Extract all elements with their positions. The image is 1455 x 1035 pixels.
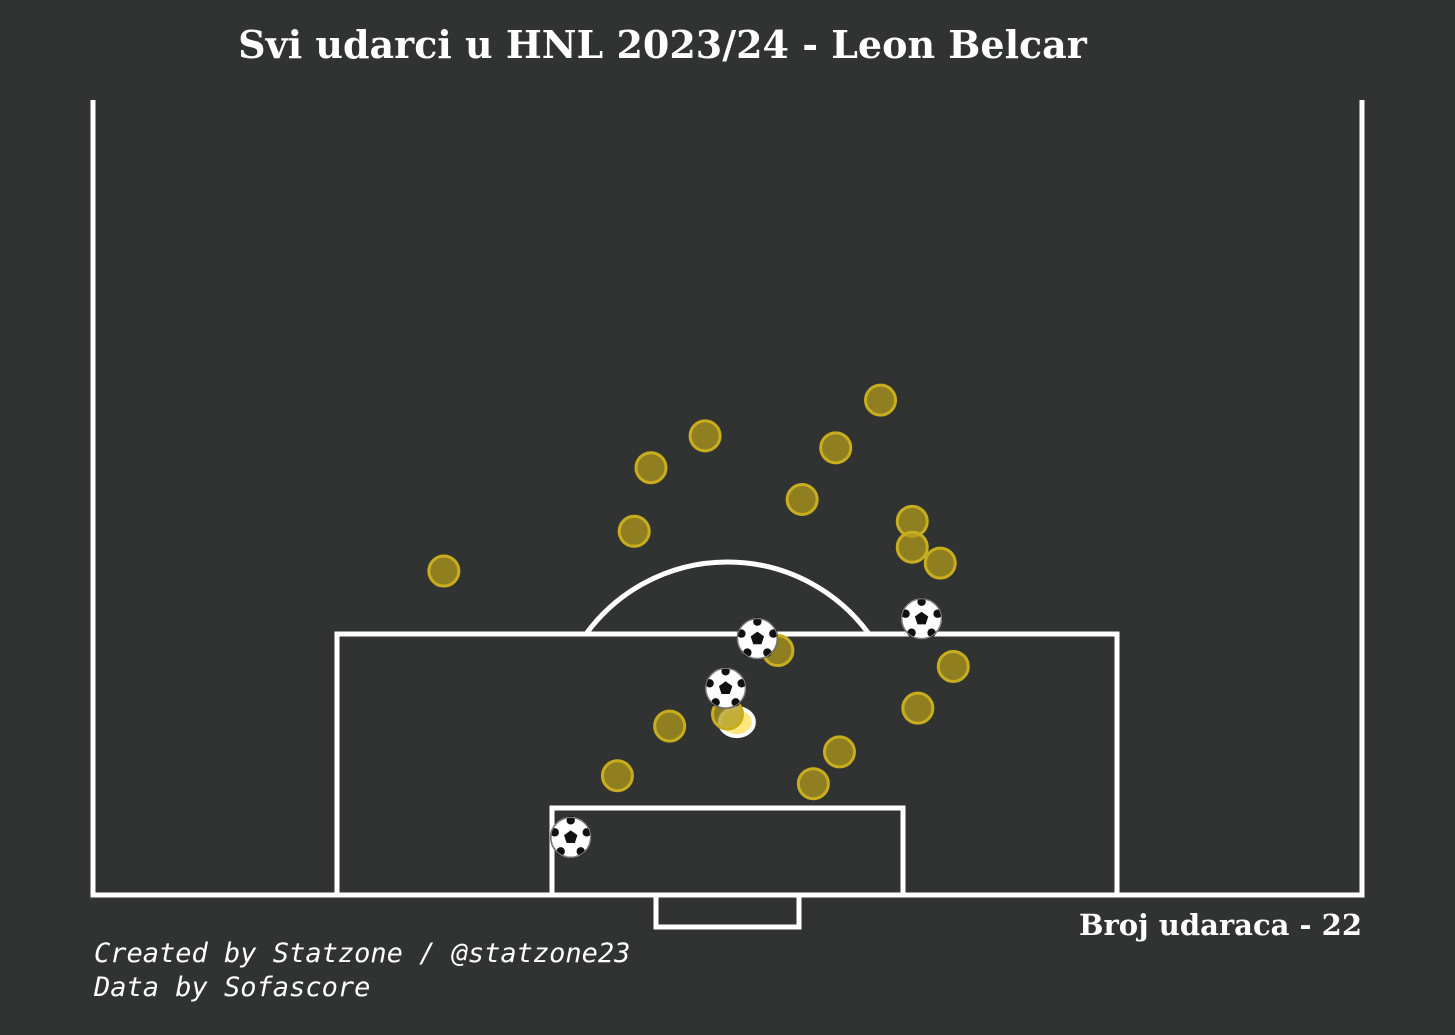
- shot-point: [688, 419, 722, 453]
- shot-count-label: Broj udaraca - 22: [1079, 908, 1362, 942]
- shots-layer: [427, 383, 970, 859]
- pitch-lines: [90, 100, 1365, 930]
- shot-point: [617, 514, 651, 548]
- shot-point: [796, 767, 830, 801]
- chart-title: Svi udarci u HNL 2023/24 - Leon Belcar: [238, 22, 1087, 67]
- shot-point: [634, 451, 668, 485]
- goal-frame: [653, 892, 802, 930]
- goal-ball-icon: [549, 816, 592, 859]
- shot-point: [822, 735, 856, 769]
- goal-ball-icon: [704, 667, 747, 710]
- shot-point: [600, 759, 634, 793]
- shot-point: [427, 554, 461, 588]
- goal-ball-icon: [736, 617, 779, 660]
- shot-point: [923, 546, 957, 580]
- shot-point: [653, 709, 687, 743]
- shot-point: [936, 649, 970, 683]
- shot-point: [864, 383, 898, 417]
- credit-created: Created by Statzone / @statzone23: [94, 938, 631, 969]
- shot-point: [901, 691, 935, 725]
- shot-point: [895, 530, 929, 564]
- touchline-and-goal-line: [90, 100, 1365, 898]
- credit-data-source: Data by Sofascore: [94, 972, 371, 1003]
- goal-ball-icon: [900, 597, 943, 640]
- shot-point: [819, 431, 853, 465]
- shot-point: [785, 482, 819, 516]
- six-yard-box: [549, 805, 906, 898]
- penalty-arc: [583, 559, 872, 636]
